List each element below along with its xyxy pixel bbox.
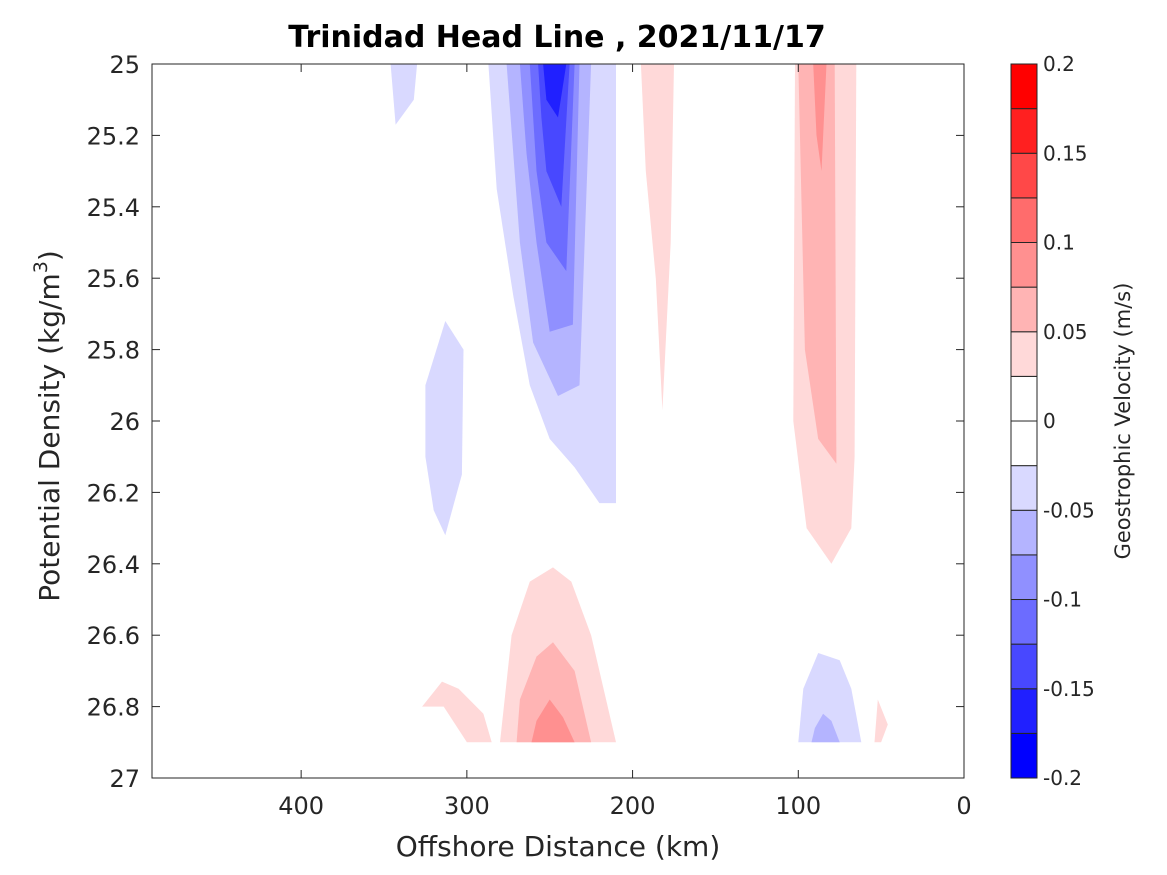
- x-axis-title: Offshore Distance (km): [396, 830, 721, 863]
- y-tick-label: 26.2: [87, 479, 140, 507]
- y-tick-label: 25.6: [87, 265, 140, 293]
- colorbar-title: Geostrophic Velocity (m/s): [1111, 283, 1135, 560]
- contour-region-9: [640, 64, 674, 411]
- colorbar-cell: [1010, 108, 1038, 154]
- plot-area: 400 300 200 100 0 25 25.2 25.4 25.6 25.8 26 26.2 26…: [87, 51, 972, 820]
- y-axis-ticks: 25 25.2 25.4 25.6 25.8 26 26.2 26.4 26.6 26.8 27: [87, 51, 964, 793]
- colorbar-tick-label: 0.1: [1043, 231, 1075, 255]
- contour-region-12: [813, 64, 827, 172]
- colorbar-cell: [1010, 331, 1038, 377]
- colorbar-tick-label: -0.15: [1043, 677, 1095, 701]
- y-tick-label: 27: [109, 765, 140, 793]
- y-tick-label: 26.4: [87, 551, 140, 579]
- contour-region-21: [380, 685, 386, 707]
- colorbar: 0.2 0.15 0.1 0.05 0 -0.05 -0.1 -0.15 -0.2 Geostr…: [1010, 52, 1135, 790]
- y-axis-title-close: ): [33, 250, 66, 261]
- contour-region-18: [874, 699, 888, 743]
- y-tick-label: 26.6: [87, 622, 140, 650]
- contour-region-16: [531, 699, 575, 743]
- colorbar-cell: [1010, 375, 1038, 422]
- colorbar-tick-label: -0.2: [1043, 766, 1082, 790]
- y-tick-label: 25.2: [87, 122, 140, 150]
- colorbar-tick-label: 0.05: [1043, 320, 1088, 344]
- colorbar-cell: [1010, 554, 1038, 601]
- x-axis-ticks: 400 300 200 100 0: [278, 64, 972, 820]
- y-axis-title: Potential Density (kg/m3): [30, 250, 66, 602]
- contour-region-8: [425, 321, 464, 536]
- colorbar-cell: [1010, 286, 1038, 333]
- y-axis-title-main: Potential Density (kg/m: [33, 273, 66, 602]
- colorbar-cell: [1010, 197, 1038, 244]
- contour-region-17: [422, 681, 492, 743]
- colorbar-cell: [1010, 242, 1038, 288]
- colorbar-ticks: 0.2 0.15 0.1 0.05 0 -0.05 -0.1 -0.15 -0.2: [1043, 52, 1095, 790]
- contour-region-15: [516, 642, 592, 743]
- y-tick-label: 25.4: [87, 194, 140, 222]
- y-tick-label: 25.8: [87, 337, 140, 365]
- colorbar-cells: [1010, 63, 1038, 779]
- y-tick-label: 26.8: [87, 694, 140, 722]
- contour-region-6: [538, 64, 570, 207]
- chart-title: Trinidad Head Line , 2021/11/17: [288, 20, 825, 55]
- colorbar-tick-label: -0.05: [1043, 498, 1095, 522]
- colorbar-tick-label: 0.15: [1043, 141, 1088, 165]
- colorbar-cell: [1010, 152, 1038, 199]
- y-tick-label: 25: [109, 51, 140, 79]
- x-tick-label: 100: [775, 792, 821, 820]
- colorbar-tick-label: -0.1: [1043, 588, 1082, 612]
- colorbar-cell: [1010, 509, 1038, 556]
- colorbar-cell: [1010, 688, 1038, 734]
- colorbar-cell: [1010, 643, 1038, 690]
- colorbar-cell: [1010, 63, 1038, 110]
- colorbar-tick-label: 0: [1043, 409, 1056, 433]
- y-tick-label: 26: [109, 408, 140, 436]
- colorbar-cell: [1010, 732, 1038, 779]
- contour-region-13: [882, 64, 887, 107]
- colorbar-cell: [1010, 599, 1038, 645]
- y-axis-title-superscript: 3: [30, 261, 52, 273]
- colorbar-cell: [1010, 420, 1038, 467]
- contour-region-7: [543, 64, 567, 118]
- colorbar-cell: [1010, 465, 1038, 511]
- contour-region-20: [811, 713, 840, 743]
- x-tick-label: 200: [610, 792, 656, 820]
- x-tick-label: 400: [278, 792, 324, 820]
- contour-region-19: [798, 653, 862, 743]
- contour-fills: [380, 64, 888, 743]
- colorbar-frame: [1010, 63, 1038, 779]
- x-tick-label: 300: [444, 792, 490, 820]
- contour-region-11: [798, 64, 837, 464]
- colorbar-tick-label: 0.2: [1043, 52, 1075, 76]
- x-tick-label: 0: [956, 792, 971, 820]
- contour-region-1: [390, 64, 418, 125]
